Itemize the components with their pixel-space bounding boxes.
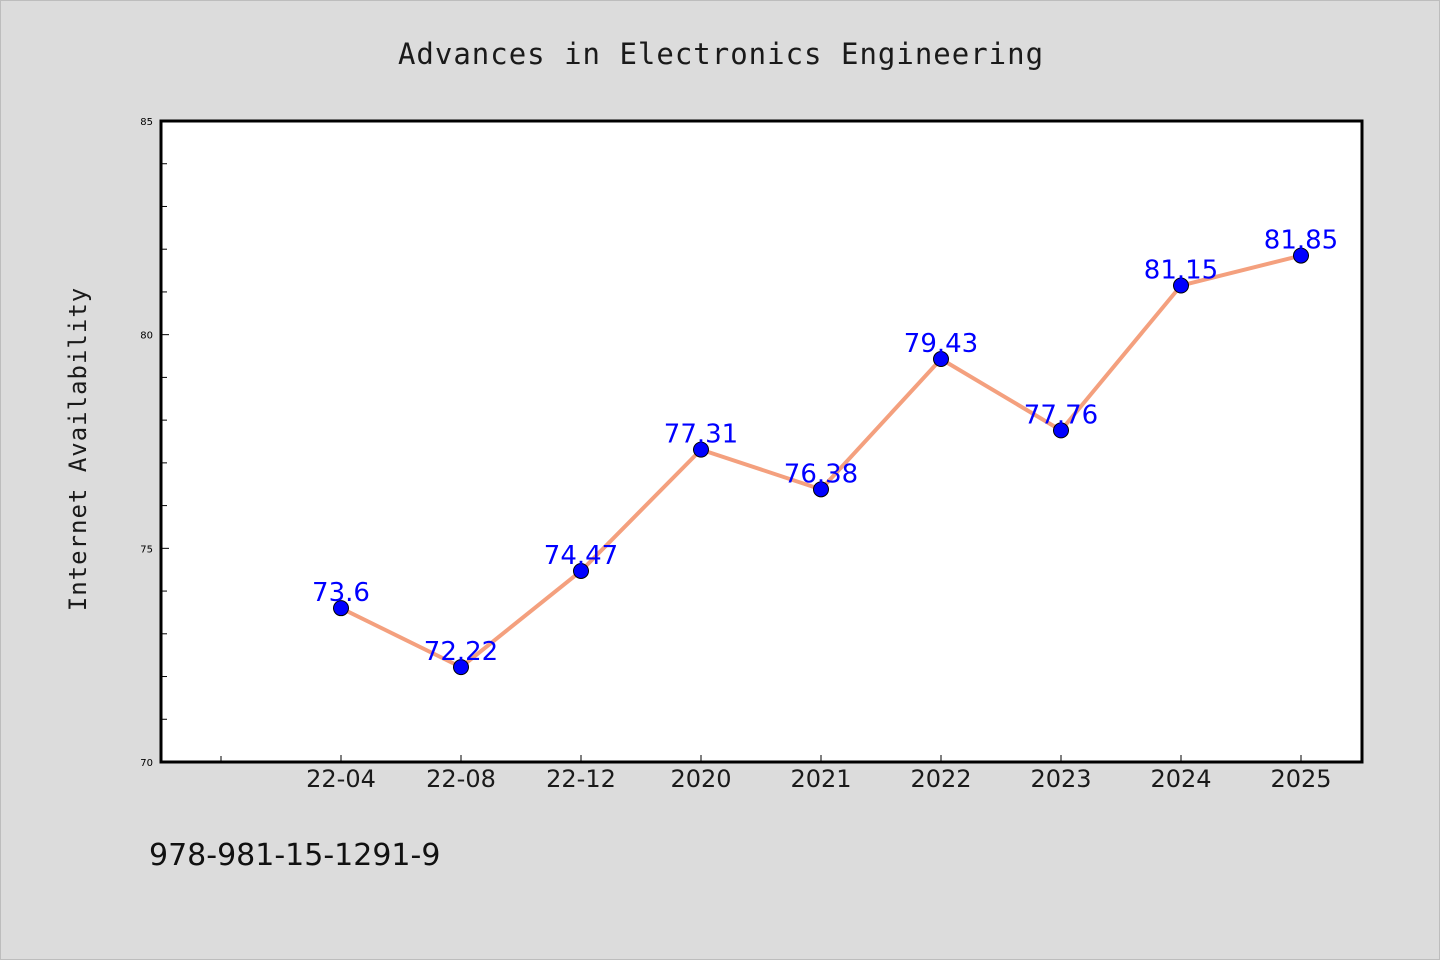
- y-tick-label: 85: [140, 117, 153, 128]
- x-tick-label: 2022: [910, 765, 971, 793]
- data-point: [933, 351, 949, 368]
- x-tick-label: 2021: [790, 765, 851, 793]
- x-tick-label: 22-12: [546, 765, 616, 793]
- data-point: [573, 562, 589, 579]
- data-point: [453, 659, 469, 676]
- x-tick-label: 22-08: [426, 765, 496, 793]
- x-tick-label: 2020: [670, 765, 731, 793]
- x-tick-label: 22-04: [306, 765, 376, 793]
- plot-area: [159, 119, 1364, 764]
- x-tick-label: 2023: [1030, 765, 1091, 793]
- data-label: 77.31: [664, 420, 738, 450]
- data-point: [1293, 247, 1309, 264]
- x-tick-label: 2024: [1150, 765, 1211, 793]
- y-axis: 70 75 80 85: [140, 117, 169, 769]
- data-point: [813, 481, 829, 498]
- data-label: 72.22: [424, 637, 498, 667]
- data-label: 73.6: [312, 578, 370, 608]
- data-point: [1053, 422, 1069, 439]
- isbn-text: 978-981-15-1291-9: [149, 838, 440, 873]
- x-tick-label: 2025: [1270, 765, 1331, 793]
- data-point: [333, 600, 349, 617]
- series-layer: [333, 247, 1309, 676]
- x-axis: 22-04 22-08 22-12 2020 2021 2022 2023 2024 2025: [220, 755, 1332, 793]
- y-axis-label: Internet Availability: [64, 287, 92, 611]
- data-label: 81.85: [1264, 226, 1338, 256]
- data-point: [693, 441, 709, 458]
- data-labels: 73.6 72.22 74.47 77.31 76.38 79.43 77.76 81.15 8…: [312, 226, 1338, 668]
- data-label: 77.76: [1024, 400, 1098, 430]
- data-label: 74.47: [544, 541, 618, 571]
- data-label: 76.38: [784, 459, 858, 489]
- y-tick-label: 75: [140, 544, 153, 555]
- y-tick-label: 70: [140, 758, 153, 769]
- data-point: [1173, 277, 1189, 294]
- y-tick-label: 80: [140, 331, 153, 342]
- data-label: 79.43: [904, 329, 978, 359]
- chart-title: Advances in Electronics Engineering: [398, 37, 1044, 71]
- data-label: 81.15: [1144, 256, 1218, 286]
